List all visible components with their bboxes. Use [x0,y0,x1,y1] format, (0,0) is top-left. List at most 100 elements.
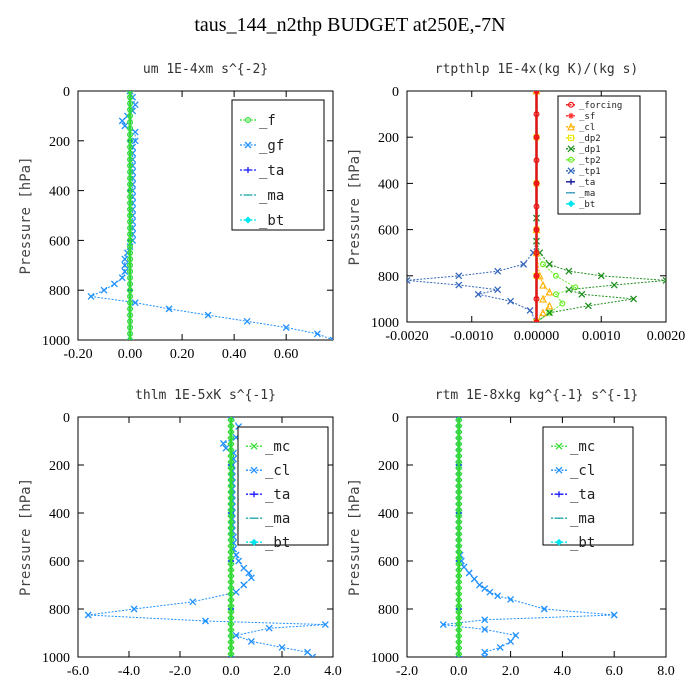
data-point [455,647,463,655]
data-point [496,643,504,651]
data-point [460,563,468,571]
data-point [127,299,134,306]
data-point [545,287,554,296]
data-point [127,337,134,340]
data-point [455,629,463,637]
data-point [227,503,235,511]
data-point [127,212,134,219]
legend-marker [244,141,252,149]
data-point [455,509,463,517]
legend-label: _gf [259,138,284,154]
y-tick-label: 0 [63,85,70,100]
data-point [232,551,240,559]
data-point [227,653,235,657]
data-point [455,587,463,595]
data-point [533,111,540,118]
y-tick-label: 400 [49,185,70,200]
data-point [486,588,494,596]
legend-label: _cl [570,463,595,479]
y-tick-label: 200 [49,135,70,150]
series-line [407,91,537,322]
data-point [227,593,235,601]
data-point [227,623,235,631]
data-point [227,443,235,451]
data-point [227,635,235,643]
data-point [455,539,463,547]
y-axis-label: Pressure [hPa] [18,156,34,274]
data-point [533,134,540,141]
data-point [127,280,134,287]
data-point [539,294,547,303]
data-point [127,112,134,119]
data-point [227,587,235,595]
data-point [455,611,463,619]
legend-label: _ta [265,487,290,503]
x-tick-label: 0.60 [274,347,299,362]
data-point [455,617,463,625]
data-point [630,295,638,303]
y-tick-label: 400 [49,507,70,522]
data-point [455,575,463,583]
data-point [121,255,129,263]
legend-label: _bt [570,535,595,551]
data-point [227,455,235,463]
legend-marker [567,101,574,108]
data-point [455,581,463,589]
data-point [465,569,473,577]
data-point [584,302,592,310]
data-point [455,623,463,631]
legend-marker [250,538,258,546]
data-point [227,497,235,505]
data-point [245,569,253,577]
panel-1: um 1E-4xm s^{-2} Pressure [hPa] 0 200 400 600… [18,62,334,362]
data-point [539,261,546,268]
legend-marker [567,167,575,175]
data-point [235,557,243,565]
data-point [232,631,240,639]
data-point [227,473,235,481]
data-point [533,203,540,210]
data-point [455,437,463,445]
plot-frame [406,416,667,658]
legend-marker [567,122,575,131]
data-point [227,479,235,487]
legend-label: _mc [570,439,595,455]
legend-label: _f [259,113,276,129]
data-point [131,128,139,136]
panel-title: rtpthlp 1E-4x(kg K)/(kg s) [435,62,639,77]
data-point [121,122,129,130]
data-point [455,485,463,493]
data-point [127,274,134,281]
data-point [219,439,227,447]
data-point [455,593,463,601]
data-point [127,131,134,138]
data-point [227,629,235,637]
legend: _f _gf _ta _ma _bt [231,99,325,231]
x-tick-label: 8.0 [657,664,675,679]
x-tick-label: 0.00 [118,347,143,362]
x-tick-label: -6.0 [67,664,89,679]
legend-label: _ta [579,178,595,188]
y-tick-label: 600 [378,555,399,570]
data-point [455,272,463,280]
data-point [227,641,235,649]
data-point [127,312,134,319]
data-point [127,168,134,175]
data-point [127,200,134,207]
legend-marker [245,167,251,173]
data-point [545,260,553,268]
y-tick-label: 1000 [371,651,399,666]
legend-marker [250,466,258,474]
data-point [121,261,129,269]
legend-label: _bt [259,213,284,229]
legend-box [231,99,325,231]
data-point [227,521,235,529]
series-group [439,417,618,657]
legend-label: _tp1 [579,167,601,177]
legend: _mc _cl _ta _ma _bt [237,426,329,551]
data-point [455,521,463,529]
data-point [127,193,134,200]
data-point [455,503,463,511]
data-point [313,330,321,338]
